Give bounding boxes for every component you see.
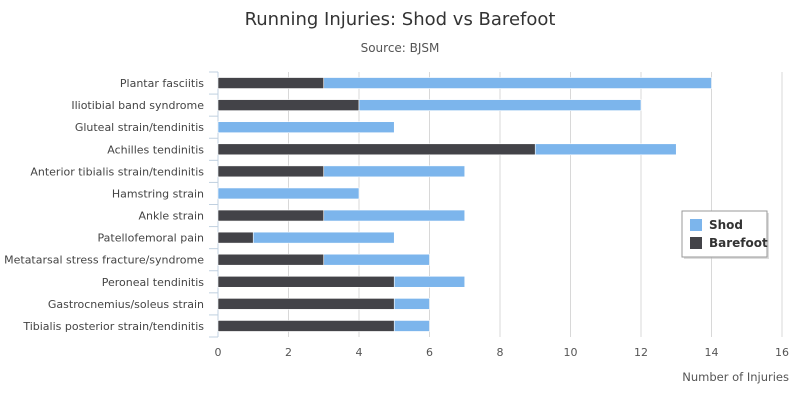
category-label: Gastrocnemius/soleus strain bbox=[48, 298, 204, 311]
bar-shod[interactable] bbox=[323, 77, 712, 89]
category-axis: Plantar fasciitis Iliotibial band syndrom… bbox=[4, 71, 219, 338]
bar-shod[interactable] bbox=[358, 99, 642, 111]
x-tick-label: 16 bbox=[775, 346, 789, 359]
bar-barefoot[interactable] bbox=[217, 209, 325, 222]
bar-shod[interactable] bbox=[252, 231, 395, 244]
legend-label-barefoot[interactable]: Barefoot bbox=[709, 236, 768, 250]
category-label: Peroneal tendinitis bbox=[102, 276, 205, 289]
bar-barefoot[interactable] bbox=[217, 231, 254, 244]
bar-barefoot[interactable] bbox=[217, 143, 536, 156]
bar-shod[interactable] bbox=[217, 121, 395, 134]
bar-shod[interactable] bbox=[393, 298, 430, 310]
bar-barefoot[interactable] bbox=[217, 298, 395, 310]
category-label: Gluteal strain/tendinitis bbox=[75, 121, 204, 134]
category-label: Iliotibial band syndrome bbox=[71, 99, 204, 112]
legend-swatch-barefoot bbox=[690, 237, 702, 249]
x-tick-label: 6 bbox=[426, 346, 433, 359]
category-label: Achilles tendinitis bbox=[107, 143, 204, 156]
bar-shod[interactable] bbox=[323, 253, 430, 266]
x-tick-label: 0 bbox=[215, 346, 222, 359]
legend-box bbox=[681, 210, 768, 258]
category-label: Tibialis posterior strain/tendinitis bbox=[22, 320, 204, 333]
x-axis-title: Number of Injuries bbox=[682, 370, 789, 384]
bar-shod[interactable] bbox=[323, 209, 466, 222]
bar-barefoot[interactable] bbox=[217, 320, 395, 332]
legend-label-shod[interactable]: Shod bbox=[709, 218, 743, 232]
category-label: Metatarsal stress fracture/syndrome bbox=[4, 254, 204, 267]
category-label: Hamstring strain bbox=[112, 187, 204, 200]
category-label: Anterior tibialis strain/tendinitis bbox=[30, 165, 204, 178]
x-tick-label: 4 bbox=[356, 346, 363, 359]
bar-barefoot[interactable] bbox=[217, 253, 325, 266]
category-label: Patellofemoral pain bbox=[98, 232, 204, 245]
chart-subtitle: Source: BJSM bbox=[361, 41, 440, 55]
bar-shod[interactable] bbox=[393, 320, 430, 332]
bar-shod[interactable] bbox=[393, 275, 466, 288]
bar-shod[interactable] bbox=[323, 165, 466, 178]
bar-barefoot[interactable] bbox=[217, 77, 325, 89]
bar-shod[interactable] bbox=[217, 187, 360, 200]
bar-barefoot[interactable] bbox=[217, 165, 325, 178]
bar-barefoot[interactable] bbox=[217, 99, 360, 111]
bars bbox=[217, 77, 712, 332]
category-label: Ankle strain bbox=[138, 210, 204, 223]
x-tick-label: 10 bbox=[564, 346, 578, 359]
x-tick-label: 14 bbox=[705, 346, 719, 359]
category-label: Plantar fasciitis bbox=[120, 77, 204, 90]
x-tick-label: 2 bbox=[285, 346, 292, 359]
bar-barefoot[interactable] bbox=[217, 275, 395, 288]
chart-title: Running Injuries: Shod vs Barefoot bbox=[245, 9, 556, 30]
bar-shod[interactable] bbox=[534, 143, 677, 156]
grid-lines bbox=[288, 72, 783, 337]
x-tick-label: 12 bbox=[634, 346, 648, 359]
legend[interactable]: Shod Barefoot bbox=[681, 210, 769, 259]
legend-swatch-shod bbox=[690, 219, 702, 231]
x-tick-label: 8 bbox=[497, 346, 504, 359]
value-axis-ticks: 0 2 4 6 8 10 12 14 16 bbox=[215, 346, 790, 359]
